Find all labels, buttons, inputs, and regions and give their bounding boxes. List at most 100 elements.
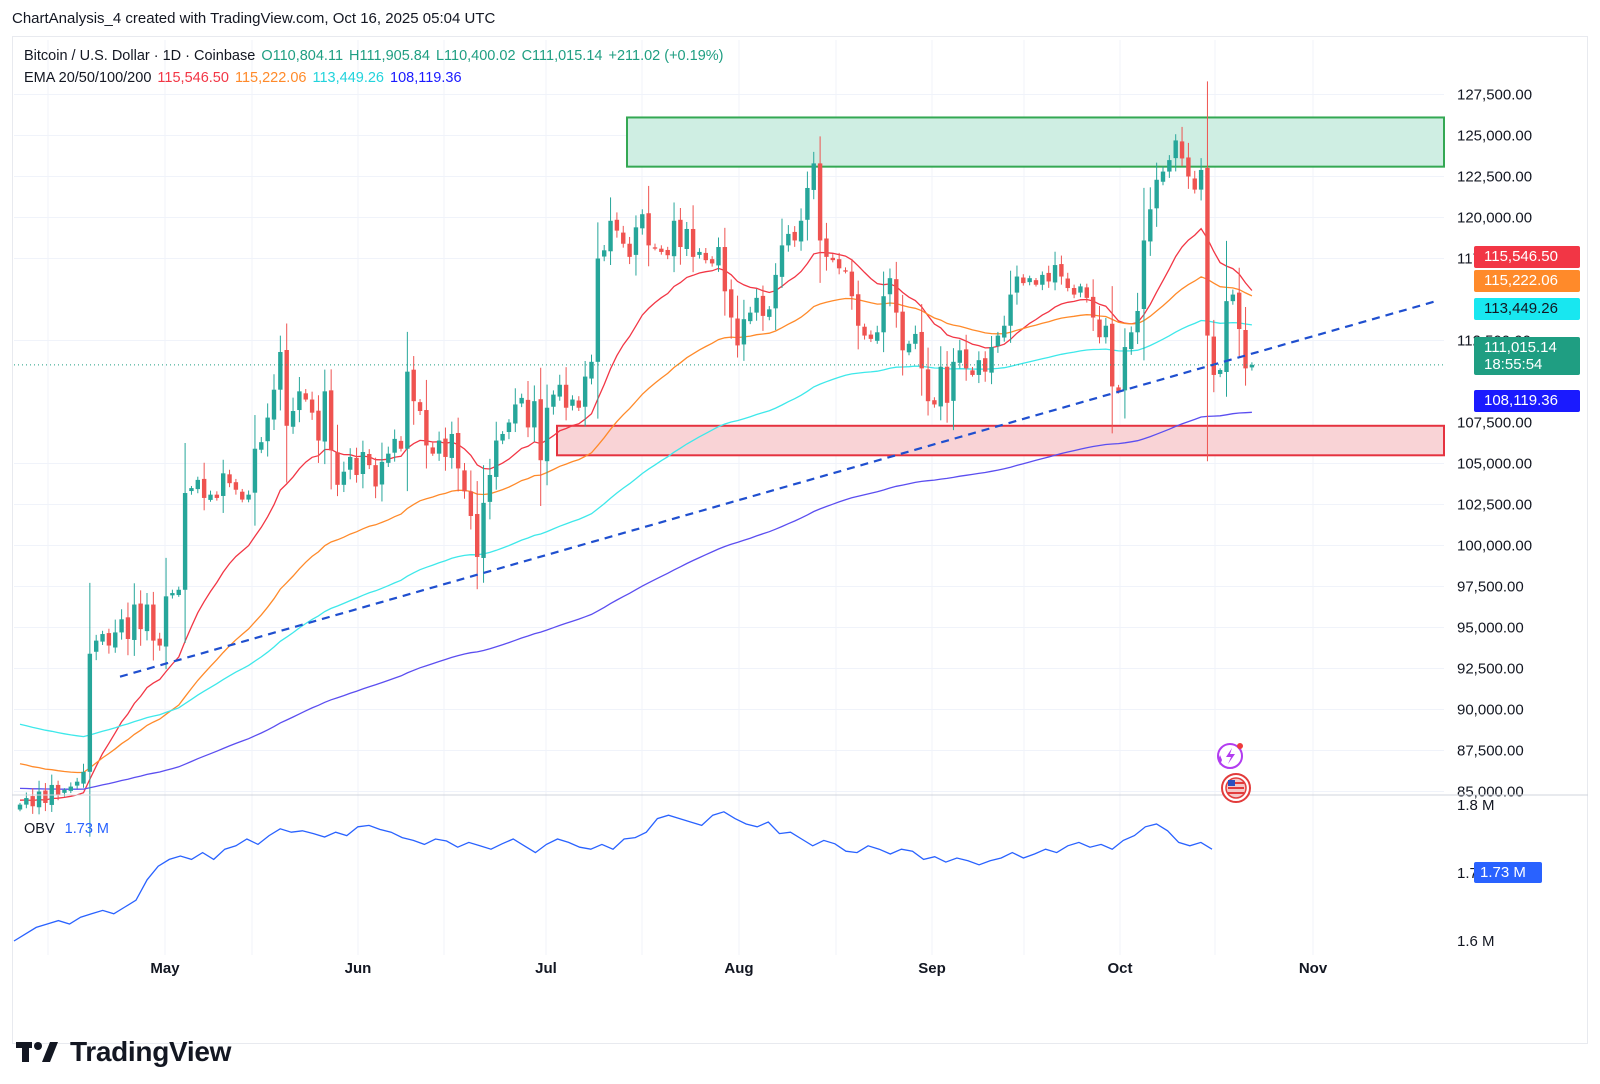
candle[interactable] — [995, 335, 1001, 347]
sparkle-lightning-icon[interactable] — [1217, 743, 1243, 769]
candle[interactable] — [170, 593, 175, 596]
candle[interactable] — [989, 347, 994, 373]
candle[interactable] — [576, 400, 581, 408]
candle[interactable] — [1078, 286, 1083, 293]
candle[interactable] — [1122, 347, 1128, 391]
candle[interactable] — [367, 453, 372, 466]
candle[interactable] — [1224, 301, 1229, 372]
candle[interactable] — [1186, 157, 1191, 177]
candle[interactable] — [163, 596, 169, 647]
candle[interactable] — [1205, 167, 1210, 336]
candle[interactable] — [589, 361, 594, 379]
us-flag-event-icon[interactable] — [1221, 773, 1251, 803]
candle[interactable] — [1230, 294, 1236, 302]
ohlc-legend[interactable]: Bitcoin / U.S. Dollar · 1D · Coinbase O1… — [24, 48, 726, 64]
candle[interactable] — [887, 278, 893, 295]
support-zone[interactable] — [556, 424, 1445, 457]
candle[interactable] — [246, 494, 251, 500]
candle[interactable] — [252, 448, 258, 493]
candle[interactable] — [398, 440, 404, 449]
candle[interactable] — [1116, 387, 1121, 392]
candle[interactable] — [271, 389, 277, 420]
ema100-line[interactable] — [19, 319, 1252, 738]
candle[interactable] — [659, 248, 664, 252]
candle[interactable] — [1021, 277, 1026, 284]
candle[interactable] — [944, 366, 950, 403]
candle[interactable] — [557, 384, 562, 397]
candle[interactable] — [602, 250, 607, 257]
candle[interactable] — [462, 470, 467, 492]
candle[interactable] — [856, 294, 861, 326]
candle[interactable] — [633, 227, 639, 255]
candle[interactable] — [151, 604, 156, 641]
candle[interactable] — [824, 238, 829, 257]
candle[interactable] — [963, 349, 969, 369]
candle[interactable] — [449, 433, 454, 458]
candle[interactable] — [925, 369, 931, 402]
candle[interactable] — [322, 391, 327, 442]
candle[interactable] — [417, 402, 423, 412]
candle[interactable] — [297, 391, 302, 411]
candle[interactable] — [182, 493, 188, 590]
candle[interactable] — [189, 488, 194, 492]
candle[interactable] — [430, 447, 435, 454]
ema20-line[interactable] — [19, 227, 1253, 802]
candle[interactable] — [716, 247, 721, 266]
ema-label[interactable]: EMA 20/50/100/200 — [24, 70, 152, 86]
candle[interactable] — [951, 361, 956, 401]
candle[interactable] — [386, 453, 391, 463]
candle[interactable] — [201, 478, 207, 498]
candle[interactable] — [735, 318, 740, 346]
candle[interactable] — [240, 491, 245, 500]
candle[interactable] — [1135, 310, 1140, 333]
candle[interactable] — [125, 617, 131, 639]
candle[interactable] — [532, 401, 537, 428]
candle[interactable] — [1040, 274, 1045, 285]
candle[interactable] — [94, 640, 99, 652]
candle[interactable] — [913, 333, 918, 344]
candle[interactable] — [582, 376, 588, 407]
candle[interactable] — [754, 297, 759, 313]
candle[interactable] — [690, 228, 696, 257]
candle[interactable] — [1014, 276, 1020, 293]
candle[interactable] — [74, 781, 80, 786]
candle[interactable] — [849, 271, 855, 297]
candle[interactable] — [506, 422, 512, 433]
candle[interactable] — [779, 245, 785, 277]
candle[interactable] — [595, 258, 601, 362]
candle[interactable] — [87, 653, 93, 772]
candle[interactable] — [938, 366, 943, 407]
candle[interactable] — [906, 343, 912, 353]
candle[interactable] — [563, 384, 569, 408]
candle[interactable] — [341, 471, 347, 485]
candle[interactable] — [1141, 240, 1147, 310]
candle[interactable] — [608, 220, 613, 252]
candle[interactable] — [43, 790, 48, 803]
candle[interactable] — [1173, 140, 1178, 159]
candle[interactable] — [836, 259, 842, 269]
candle[interactable] — [722, 247, 728, 292]
candle[interactable] — [443, 438, 448, 457]
candle[interactable] — [436, 440, 442, 454]
candle[interactable] — [875, 332, 880, 341]
candle[interactable] — [335, 452, 340, 485]
candle[interactable] — [278, 351, 283, 390]
candle[interactable] — [551, 394, 556, 407]
candle[interactable] — [1033, 280, 1039, 285]
candle[interactable] — [284, 350, 289, 426]
candle[interactable] — [424, 410, 429, 446]
candle[interactable] — [113, 632, 118, 648]
candle[interactable] — [621, 232, 626, 244]
candle[interactable] — [392, 438, 397, 453]
candle[interactable] — [544, 407, 550, 462]
candle[interactable] — [627, 243, 632, 257]
candle[interactable] — [144, 604, 150, 632]
candle[interactable] — [570, 399, 575, 406]
candle[interactable] — [703, 252, 708, 261]
candle[interactable] — [900, 311, 905, 351]
candle[interactable] — [932, 400, 937, 405]
candle[interactable] — [983, 358, 988, 372]
candle[interactable] — [792, 231, 797, 241]
candle[interactable] — [1167, 160, 1172, 172]
candle[interactable] — [328, 390, 334, 451]
